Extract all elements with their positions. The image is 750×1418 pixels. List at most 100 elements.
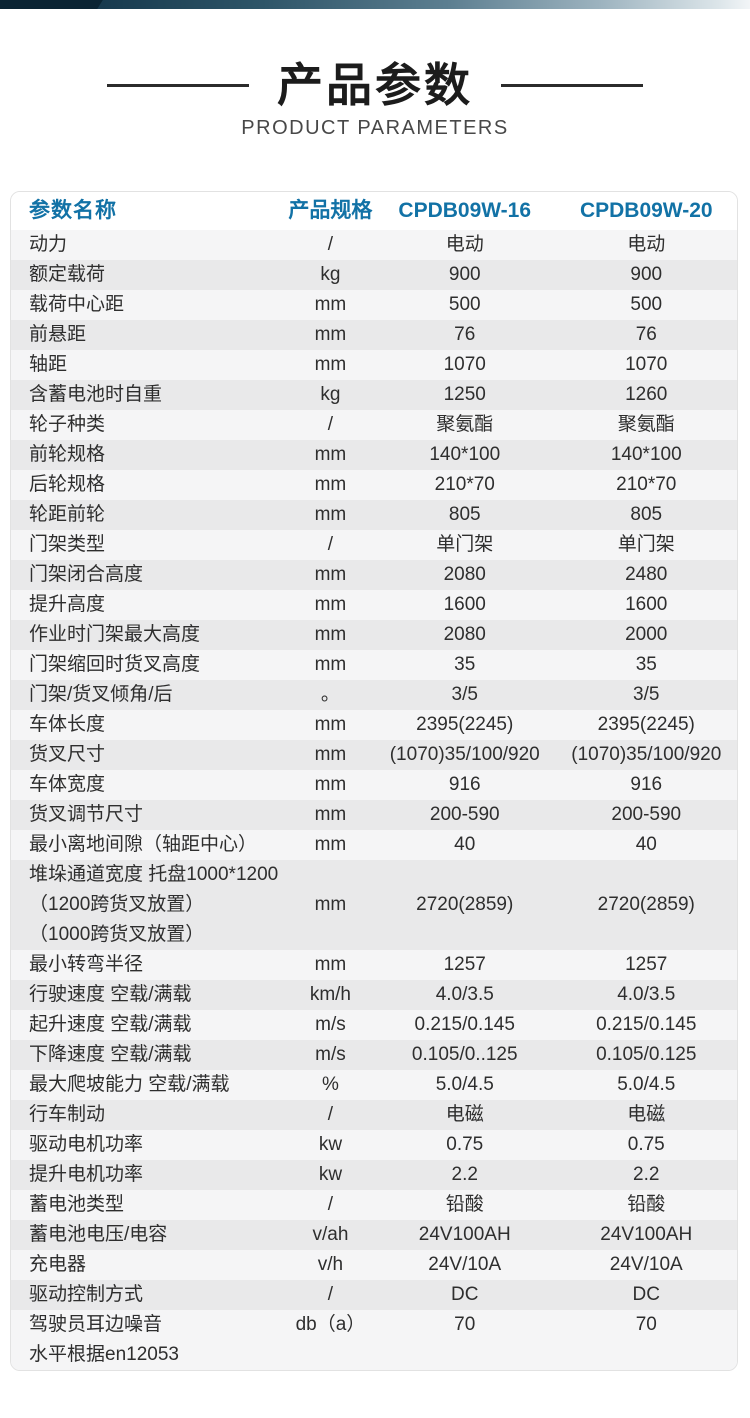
param-name-cell: 含蓄电池时自重 — [29, 384, 163, 405]
value-cell-cpdb09w-16: 24V100AH — [418, 1224, 511, 1245]
unit-cell: kg — [320, 384, 341, 405]
value-cell-cpdb09w-16: 电磁 — [445, 1104, 484, 1125]
table-row: 蓄电池电压/电容 v/ah 24V100AH 24V100AH — [11, 1220, 737, 1250]
param-name-cell: 前轮规格 — [29, 444, 106, 465]
value-cell-cpdb09w-16: 铅酸 — [445, 1194, 484, 1215]
param-name-cell: 起升速度 空载/满载 — [29, 1014, 192, 1035]
col-header-param-name: 参数名称 — [29, 199, 117, 222]
value-cell-cpdb09w-20: 805 — [630, 504, 663, 525]
param-name-cell: 额定载荷 — [29, 264, 106, 285]
param-name-cell: 行驶速度 空载/满载 — [29, 984, 192, 1005]
value-cell-cpdb09w-16: 1600 — [443, 594, 486, 615]
param-name-cell: 前悬距 — [29, 324, 87, 345]
value-cell-cpdb09w-20: 916 — [630, 774, 663, 795]
param-name-cell: 行车制动 — [29, 1104, 106, 1125]
table-row: 门架缩回时货叉高度 mm 35 35 — [11, 650, 737, 680]
table-row: 前悬距 mm 76 76 — [11, 320, 737, 350]
unit-cell: mm — [314, 354, 347, 375]
param-name-cell: 驾驶员耳边噪音 水平根据en12053 — [29, 1314, 179, 1365]
param-name-cell: 最小离地间隙（轴距中心） — [29, 834, 258, 855]
value-cell-cpdb09w-20: 40 — [635, 834, 657, 855]
unit-cell: mm — [314, 474, 347, 495]
table-row: 充电器 v/h 24V/10A 24V/10A — [11, 1250, 737, 1280]
value-cell-cpdb09w-20: 2480 — [625, 564, 668, 585]
value-cell-cpdb09w-20: 单门架 — [617, 534, 675, 555]
unit-cell: mm — [314, 624, 347, 645]
table-row: 下降速度 空载/满载 m/s 0.105/0..125 0.105/0.125 — [11, 1040, 737, 1070]
value-cell-cpdb09w-20: 200-590 — [611, 804, 682, 825]
param-name-cell: 蓄电池电压/电容 — [29, 1224, 168, 1245]
value-cell-cpdb09w-16: 500 — [448, 294, 481, 315]
unit-cell: mm — [314, 954, 347, 975]
param-name-cell: 最小转弯半径 — [29, 954, 144, 975]
page-title: 产品参数 — [277, 59, 473, 111]
value-cell-cpdb09w-16: 210*70 — [434, 474, 495, 495]
param-name-cell: 门架缩回时货叉高度 — [29, 654, 201, 675]
value-cell-cpdb09w-20: 70 — [635, 1314, 657, 1335]
unit-cell: kw — [318, 1134, 343, 1155]
value-cell-cpdb09w-20: 5.0/4.5 — [617, 1074, 676, 1095]
table-row: 行车制动 / 电磁 电磁 — [11, 1100, 737, 1130]
value-cell-cpdb09w-16: 聚氨酯 — [436, 414, 494, 435]
param-name-cell: 轮子种类 — [29, 414, 106, 435]
table-row: 最小离地间隙（轴距中心） mm 40 40 — [11, 830, 737, 860]
table-row: 货叉调节尺寸 mm 200-590 200-590 — [11, 800, 737, 830]
unit-cell: m/s — [315, 1014, 346, 1035]
param-name-cell: 后轮规格 — [29, 474, 106, 495]
unit-cell: m/s — [315, 1044, 346, 1065]
table-row: 轴距 mm 1070 1070 — [11, 350, 737, 380]
value-cell-cpdb09w-16: 140*100 — [429, 444, 501, 465]
value-cell-cpdb09w-20: 0.215/0.145 — [596, 1014, 697, 1035]
unit-cell: 。 — [320, 684, 340, 705]
param-name-cell: 载荷中心距 — [29, 294, 125, 315]
value-cell-cpdb09w-16: 4.0/3.5 — [435, 984, 494, 1005]
value-cell-cpdb09w-20: DC — [632, 1284, 660, 1305]
unit-cell: km/h — [309, 984, 352, 1005]
param-name-cell: 动力 — [29, 234, 68, 255]
table-row: 货叉尺寸 mm (1070)35/100/920 (1070)35/100/920 — [11, 740, 737, 770]
value-cell-cpdb09w-20: 1260 — [625, 384, 668, 405]
value-cell-cpdb09w-16: 70 — [454, 1314, 476, 1335]
param-name-cell: 车体长度 — [29, 714, 106, 735]
value-cell-cpdb09w-20: 2.2 — [633, 1164, 660, 1185]
table-row: 后轮规格 mm 210*70 210*70 — [11, 470, 737, 500]
value-cell-cpdb09w-16: 电动 — [445, 234, 484, 255]
value-cell-cpdb09w-16: 2080 — [443, 564, 486, 585]
table-row: 前轮规格 mm 140*100 140*100 — [11, 440, 737, 470]
table-header-row: 参数名称 产品规格 CPDB09W-16 CPDB09W-20 — [11, 192, 737, 230]
unit-cell: / — [327, 234, 334, 255]
unit-cell: mm — [314, 774, 347, 795]
value-cell-cpdb09w-16: 3/5 — [451, 684, 478, 705]
value-cell-cpdb09w-20: 聚氨酯 — [617, 414, 675, 435]
value-cell-cpdb09w-16: 24V/10A — [428, 1254, 502, 1275]
param-name-cell: 轮距前轮 — [29, 504, 106, 525]
value-cell-cpdb09w-16: 0.105/0..125 — [411, 1044, 518, 1065]
table-row: 驱动控制方式 / DC DC — [11, 1280, 737, 1310]
param-name-cell: 作业时门架最大高度 — [29, 624, 201, 645]
col-header-model-cpdb09w-16: CPDB09W-16 — [398, 199, 532, 222]
top-accent-bar-notch — [0, 0, 103, 9]
value-cell-cpdb09w-16: 0.215/0.145 — [414, 1014, 515, 1035]
value-cell-cpdb09w-20: 2395(2245) — [597, 714, 695, 735]
value-cell-cpdb09w-20: (1070)35/100/920 — [571, 744, 722, 765]
value-cell-cpdb09w-16: 单门架 — [436, 534, 494, 555]
unit-cell: v/ah — [312, 1224, 349, 1245]
value-cell-cpdb09w-20: 2720(2859) — [597, 894, 695, 915]
value-cell-cpdb09w-16: 805 — [448, 504, 481, 525]
table-row: 动力 / 电动 电动 — [11, 230, 737, 260]
value-cell-cpdb09w-16: 5.0/4.5 — [435, 1074, 494, 1095]
table-row: 堆垛通道宽度 托盘1000*1200 （1200跨货叉放置） （1000跨货叉放… — [11, 860, 737, 950]
value-cell-cpdb09w-16: 35 — [454, 654, 476, 675]
col-header-spec: 产品规格 — [288, 199, 373, 222]
page-subtitle: PRODUCT PARAMETERS — [241, 117, 509, 139]
value-cell-cpdb09w-20: 1600 — [625, 594, 668, 615]
value-cell-cpdb09w-20: 35 — [635, 654, 657, 675]
value-cell-cpdb09w-20: 900 — [630, 264, 663, 285]
value-cell-cpdb09w-20: 1257 — [625, 954, 668, 975]
value-cell-cpdb09w-20: 电磁 — [627, 1104, 666, 1125]
value-cell-cpdb09w-16: 2395(2245) — [416, 714, 514, 735]
table-row: 车体宽度 mm 916 916 — [11, 770, 737, 800]
value-cell-cpdb09w-20: 铅酸 — [627, 1194, 666, 1215]
value-cell-cpdb09w-16: 2080 — [443, 624, 486, 645]
value-cell-cpdb09w-16: DC — [451, 1284, 479, 1305]
